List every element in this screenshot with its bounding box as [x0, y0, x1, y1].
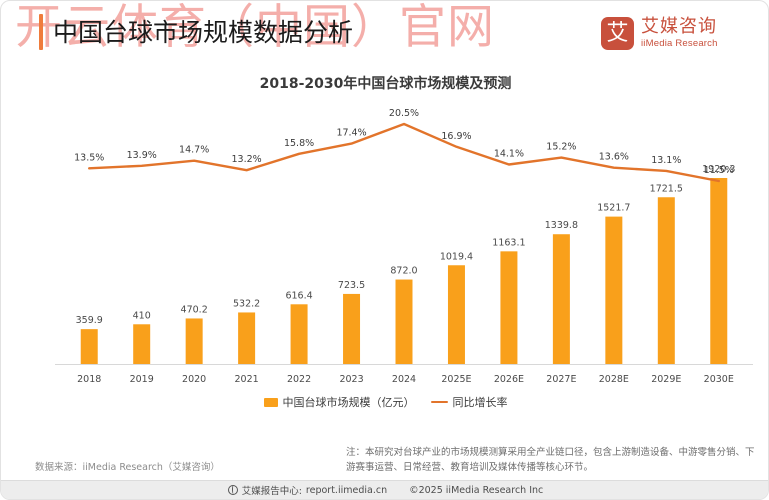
bar-value-label: 1521.7 — [597, 203, 630, 214]
chart-bar — [343, 293, 361, 364]
x-axis-tick-label: 2022 — [287, 374, 311, 385]
title-accent-bar — [39, 14, 43, 50]
bar-value-label: 470.2 — [181, 304, 208, 315]
growth-rate-line — [88, 122, 720, 183]
legend-line-label: 同比增长率 — [452, 396, 508, 409]
logo-mark-icon: 艾 — [601, 17, 634, 50]
logo-name-en: iiMedia Research — [641, 38, 718, 50]
chart-bar — [447, 265, 465, 364]
chart-bar — [605, 216, 623, 364]
legend-item-bar[interactable]: 中国台球市场规模（亿元） — [263, 394, 415, 410]
globe-icon — [227, 484, 238, 495]
chart-bar — [657, 197, 675, 364]
line-value-label: 15.8% — [284, 138, 314, 149]
x-axis-tick-label: 2024 — [392, 374, 416, 385]
chart-area: 359.9 410 470.2 532.2 616.4 723.5 872.0 1019.4 1… — [1, 96, 768, 391]
line-value-label: 13.6% — [599, 152, 629, 163]
bar-value-label: 723.5 — [338, 280, 365, 291]
line-value-label: 17.4% — [336, 128, 366, 139]
chart-bar — [552, 234, 570, 364]
report-center-url: report.iimedia.cn — [305, 484, 388, 496]
line-value-label: 13.5% — [74, 152, 104, 163]
x-axis-tick-label: 2021 — [235, 374, 259, 385]
line-value-label: 16.9% — [441, 131, 471, 142]
legend-bar-swatch-icon — [263, 397, 278, 407]
x-axis-tick-label: 2029E — [651, 374, 681, 385]
bar-value-label: 1721.5 — [650, 183, 683, 194]
chart-bar — [290, 304, 308, 364]
chart-bar — [80, 329, 98, 364]
line-value-label: 14.7% — [179, 145, 209, 156]
bar-value-label: 1920.3 — [702, 164, 735, 175]
line-value-label: 11.5% — [704, 165, 734, 176]
x-axis-tick-label: 2018 — [77, 374, 101, 385]
data-source-text: 数据来源：iiMedia Research（艾媒咨询） — [35, 462, 220, 473]
line-value-label: 13.1% — [651, 155, 681, 166]
line-value-label: 14.1% — [494, 149, 524, 160]
report-center-label: 艾媒报告中心: — [241, 486, 302, 497]
x-axis-tick-label: 2023 — [339, 374, 363, 385]
chart-bar — [238, 312, 256, 364]
bar-value-label: 872.0 — [390, 266, 417, 277]
x-axis-tick-label: 2026E — [494, 374, 524, 385]
x-axis-tick-label: 2027E — [546, 374, 576, 385]
legend-item-line[interactable]: 同比增长率 — [430, 394, 508, 410]
logo-text: 艾媒咨询 iiMedia Research — [641, 18, 718, 49]
line-value-label: 13.9% — [127, 150, 157, 161]
legend-bar-label: 中国台球市场规模（亿元） — [282, 396, 415, 409]
page-title: 中国台球市场规模数据分析 — [53, 18, 354, 47]
chart-bar — [500, 251, 518, 364]
bar-value-label: 1339.8 — [545, 220, 578, 231]
x-axis-tick-label: 2019 — [130, 374, 154, 385]
chart-legend: 中国台球市场规模（亿元） 同比增长率 — [1, 394, 768, 410]
bar-value-label: 1019.4 — [440, 251, 473, 262]
report-center-link[interactable]: 艾媒报告中心: report.iimedia.cn — [227, 483, 388, 497]
chart-bar — [133, 324, 151, 364]
bar-value-label: 410 — [133, 310, 151, 321]
line-value-label: 15.2% — [546, 142, 576, 153]
copyright-text: ©2025 iiMedia Research Inc — [409, 484, 544, 496]
line-value-label: 13.2% — [232, 154, 262, 165]
bottom-bar: 艾媒报告中心: report.iimedia.cn ©2025 iiMedia … — [1, 480, 768, 499]
x-axis-tick-label: 2030E — [704, 374, 734, 385]
bar-value-label: 1163.1 — [492, 237, 525, 248]
bar-value-label: 616.4 — [285, 290, 312, 301]
line-value-label: 20.5% — [389, 108, 419, 119]
legend-line-swatch-icon — [430, 400, 448, 404]
chart-subtitle: 2018-2030年中国台球市场规模及预测 — [259, 76, 512, 92]
chart-bar — [185, 318, 203, 364]
iimedia-logo: 艾 艾媒咨询 iiMedia Research — [601, 17, 718, 50]
chart-bar — [395, 279, 413, 364]
chart-footnote: 注：本研究对台球产业的市场规模测算采用全产业链口径，包含上游制造设备、中游零售分… — [346, 447, 755, 473]
bar-value-label: 359.9 — [76, 315, 103, 326]
logo-name-cn: 艾媒咨询 — [641, 16, 717, 38]
x-axis-tick-label: 2020 — [182, 374, 206, 385]
combo-chart: 359.9 410 470.2 532.2 616.4 723.5 872.0 1019.4 1… — [55, 108, 753, 385]
bar-value-label: 532.2 — [233, 298, 260, 309]
x-axis-tick-label: 2025E — [441, 374, 471, 385]
chart-bar — [710, 178, 728, 364]
x-axis-tick-label: 2028E — [599, 374, 629, 385]
header: 中国台球市场规模数据分析 艾 艾媒咨询 iiMedia Research — [1, 1, 768, 63]
